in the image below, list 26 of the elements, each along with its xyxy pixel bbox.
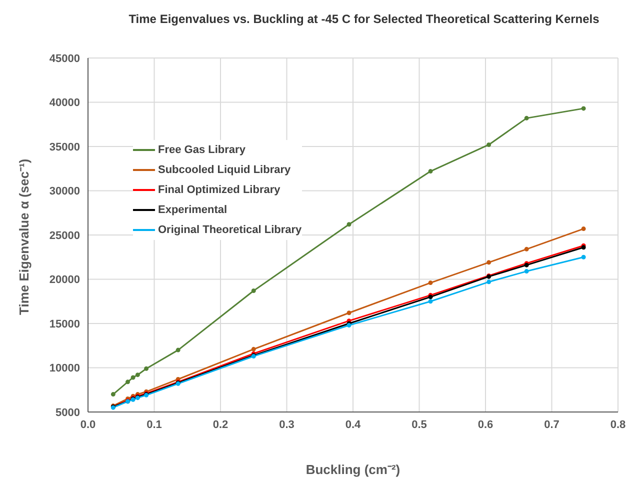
y-tick-label: 35000 — [49, 141, 80, 154]
y-axis-title: Time Eigenvalue α (sec⁻¹) — [16, 158, 32, 315]
y-tick-label: 45000 — [49, 52, 80, 65]
y-tick-label: 15000 — [49, 318, 80, 330]
y-tick-label: 40000 — [49, 97, 80, 110]
x-axis-title: Buckling (cm⁻²) — [306, 462, 400, 477]
legend-label: Subcooled Liquid Library — [158, 164, 291, 176]
x-tick-label: 0.2 — [212, 418, 228, 431]
y-tick-label: 20000 — [49, 274, 80, 286]
y-tick-label: 10000 — [49, 362, 80, 375]
legend-label: Final Optimized Library — [158, 184, 280, 196]
y-tick-label: 5000 — [56, 406, 80, 419]
legend-label: Original Theoretical Library — [158, 224, 302, 236]
x-tick-label: 0.3 — [279, 418, 294, 431]
chart-title: Time Eigenvalues vs. Buckling at -45 C for Selected Theoretical Scattering Kernels — [128, 11, 600, 28]
x-tick-label: 0.1 — [146, 418, 162, 431]
legend-label: Experimental — [158, 204, 228, 216]
y-tick-label: 30000 — [49, 186, 80, 198]
x-tick-label: 0.4 — [345, 418, 362, 431]
x-tick-label: 0.7 — [544, 418, 560, 431]
y-tick-label: 25000 — [49, 230, 80, 242]
legend-label: Free Gas Library — [158, 144, 246, 156]
x-tick-label: 0.8 — [610, 418, 626, 431]
x-tick-label: 0.0 — [80, 418, 96, 431]
x-tick-label: 0.6 — [478, 418, 494, 431]
x-tick-label: 0.5 — [412, 418, 427, 431]
